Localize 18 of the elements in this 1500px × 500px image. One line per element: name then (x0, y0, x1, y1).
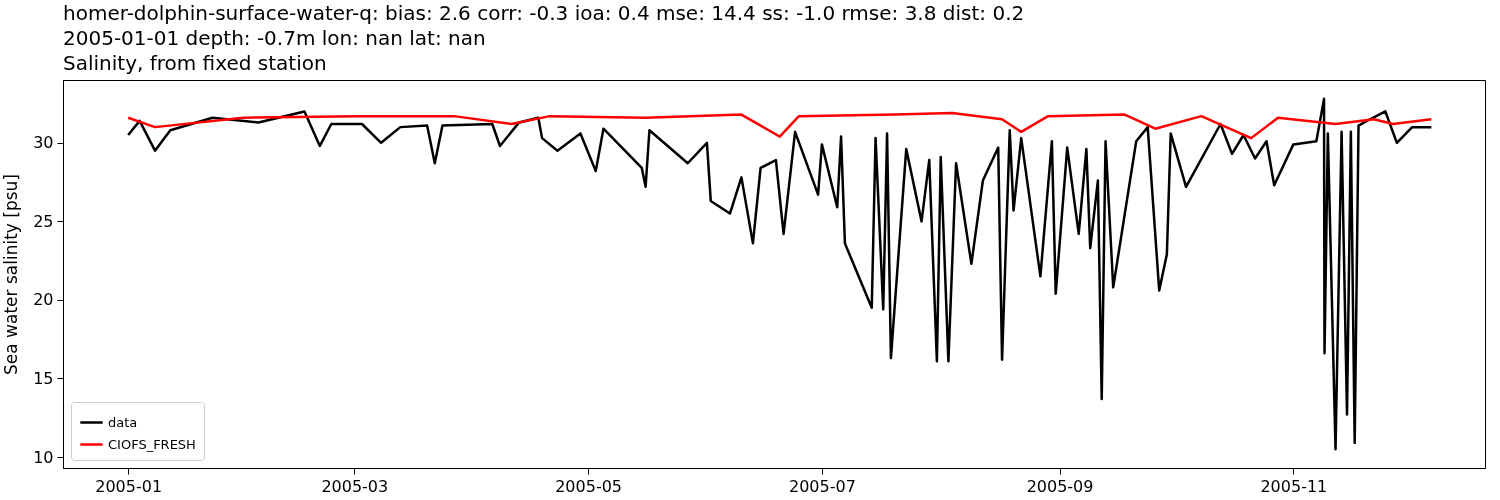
y-tick-label: 20 (33, 290, 54, 310)
text: homer-dolphin-surface-water-q: bias: 2.6 corr: -0.3 ioa: 0.4 mse: 14.4 ss: -1.0 rmse: 3.8 dist: 0.2 (63, 1, 1025, 25)
text: 2005-01-01 depth: -0.7m lon: nan lat: nan (63, 26, 486, 50)
x-tick-label: 2005-01 (95, 476, 163, 496)
legend-label: data (108, 414, 138, 430)
y-tick-label: 10 (33, 447, 54, 467)
x-tick-label: 2005-07 (788, 476, 856, 496)
y-tick-label: 30 (33, 133, 54, 153)
x-tick-label: 2005-11 (1260, 476, 1328, 496)
line-series (126, 111, 1433, 140)
text: Salinity, from fixed station (63, 51, 327, 75)
x-tick-label: 2005-05 (555, 476, 623, 496)
x-tick-label: 2005-03 (321, 476, 389, 496)
x-tick-label: 2005-09 (1026, 476, 1094, 496)
y-axis-title: Sea water salinity [psu] (1, 174, 22, 375)
y-tick-label: 15 (33, 368, 54, 388)
legend-label: CIOFS_FRESH (108, 436, 196, 452)
y-tick-label: 25 (33, 211, 54, 231)
